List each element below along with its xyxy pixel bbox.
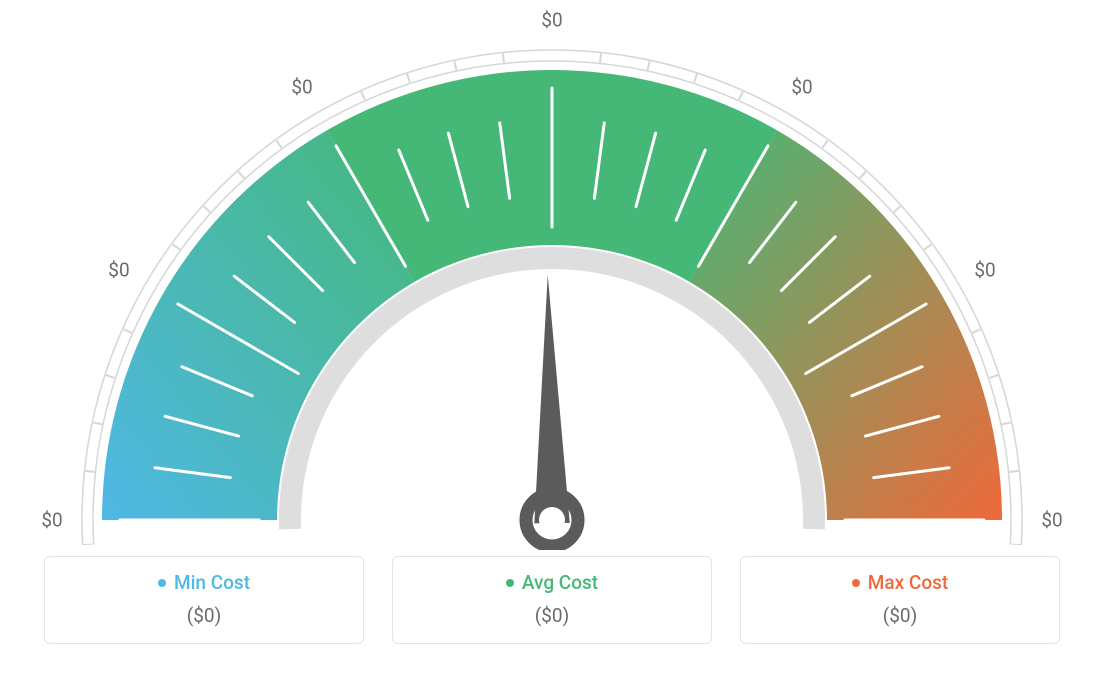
- gauge-svg: [0, 0, 1104, 550]
- legend-card-avg: Avg Cost ($0): [392, 556, 712, 644]
- legend-dot-max: [852, 579, 860, 587]
- legend-text-min: Min Cost: [174, 571, 250, 594]
- gauge-chart: $0 $0 $0 $0 $0 $0 $0: [0, 0, 1104, 550]
- gauge-scale-label: $0: [1041, 509, 1062, 532]
- legend-label-avg: Avg Cost: [506, 571, 598, 594]
- legend-label-max: Max Cost: [852, 571, 948, 594]
- legend-row: Min Cost ($0) Avg Cost ($0) Max Cost ($0…: [0, 556, 1104, 644]
- legend-text-max: Max Cost: [868, 571, 948, 594]
- gauge-scale-label: $0: [291, 75, 312, 98]
- gauge-scale-label: $0: [974, 259, 995, 282]
- legend-value-max: ($0): [751, 604, 1049, 627]
- legend-dot-min: [158, 579, 166, 587]
- gauge-scale-label: $0: [791, 75, 812, 98]
- gauge-scale-label: $0: [108, 259, 129, 282]
- legend-card-max: Max Cost ($0): [740, 556, 1060, 644]
- gauge-scale-label: $0: [541, 9, 562, 32]
- legend-text-avg: Avg Cost: [522, 571, 598, 594]
- legend-value-min: ($0): [55, 604, 353, 627]
- legend-label-min: Min Cost: [158, 571, 250, 594]
- legend-value-avg: ($0): [403, 604, 701, 627]
- gauge-scale-label: $0: [41, 509, 62, 532]
- legend-dot-avg: [506, 579, 514, 587]
- legend-card-min: Min Cost ($0): [44, 556, 364, 644]
